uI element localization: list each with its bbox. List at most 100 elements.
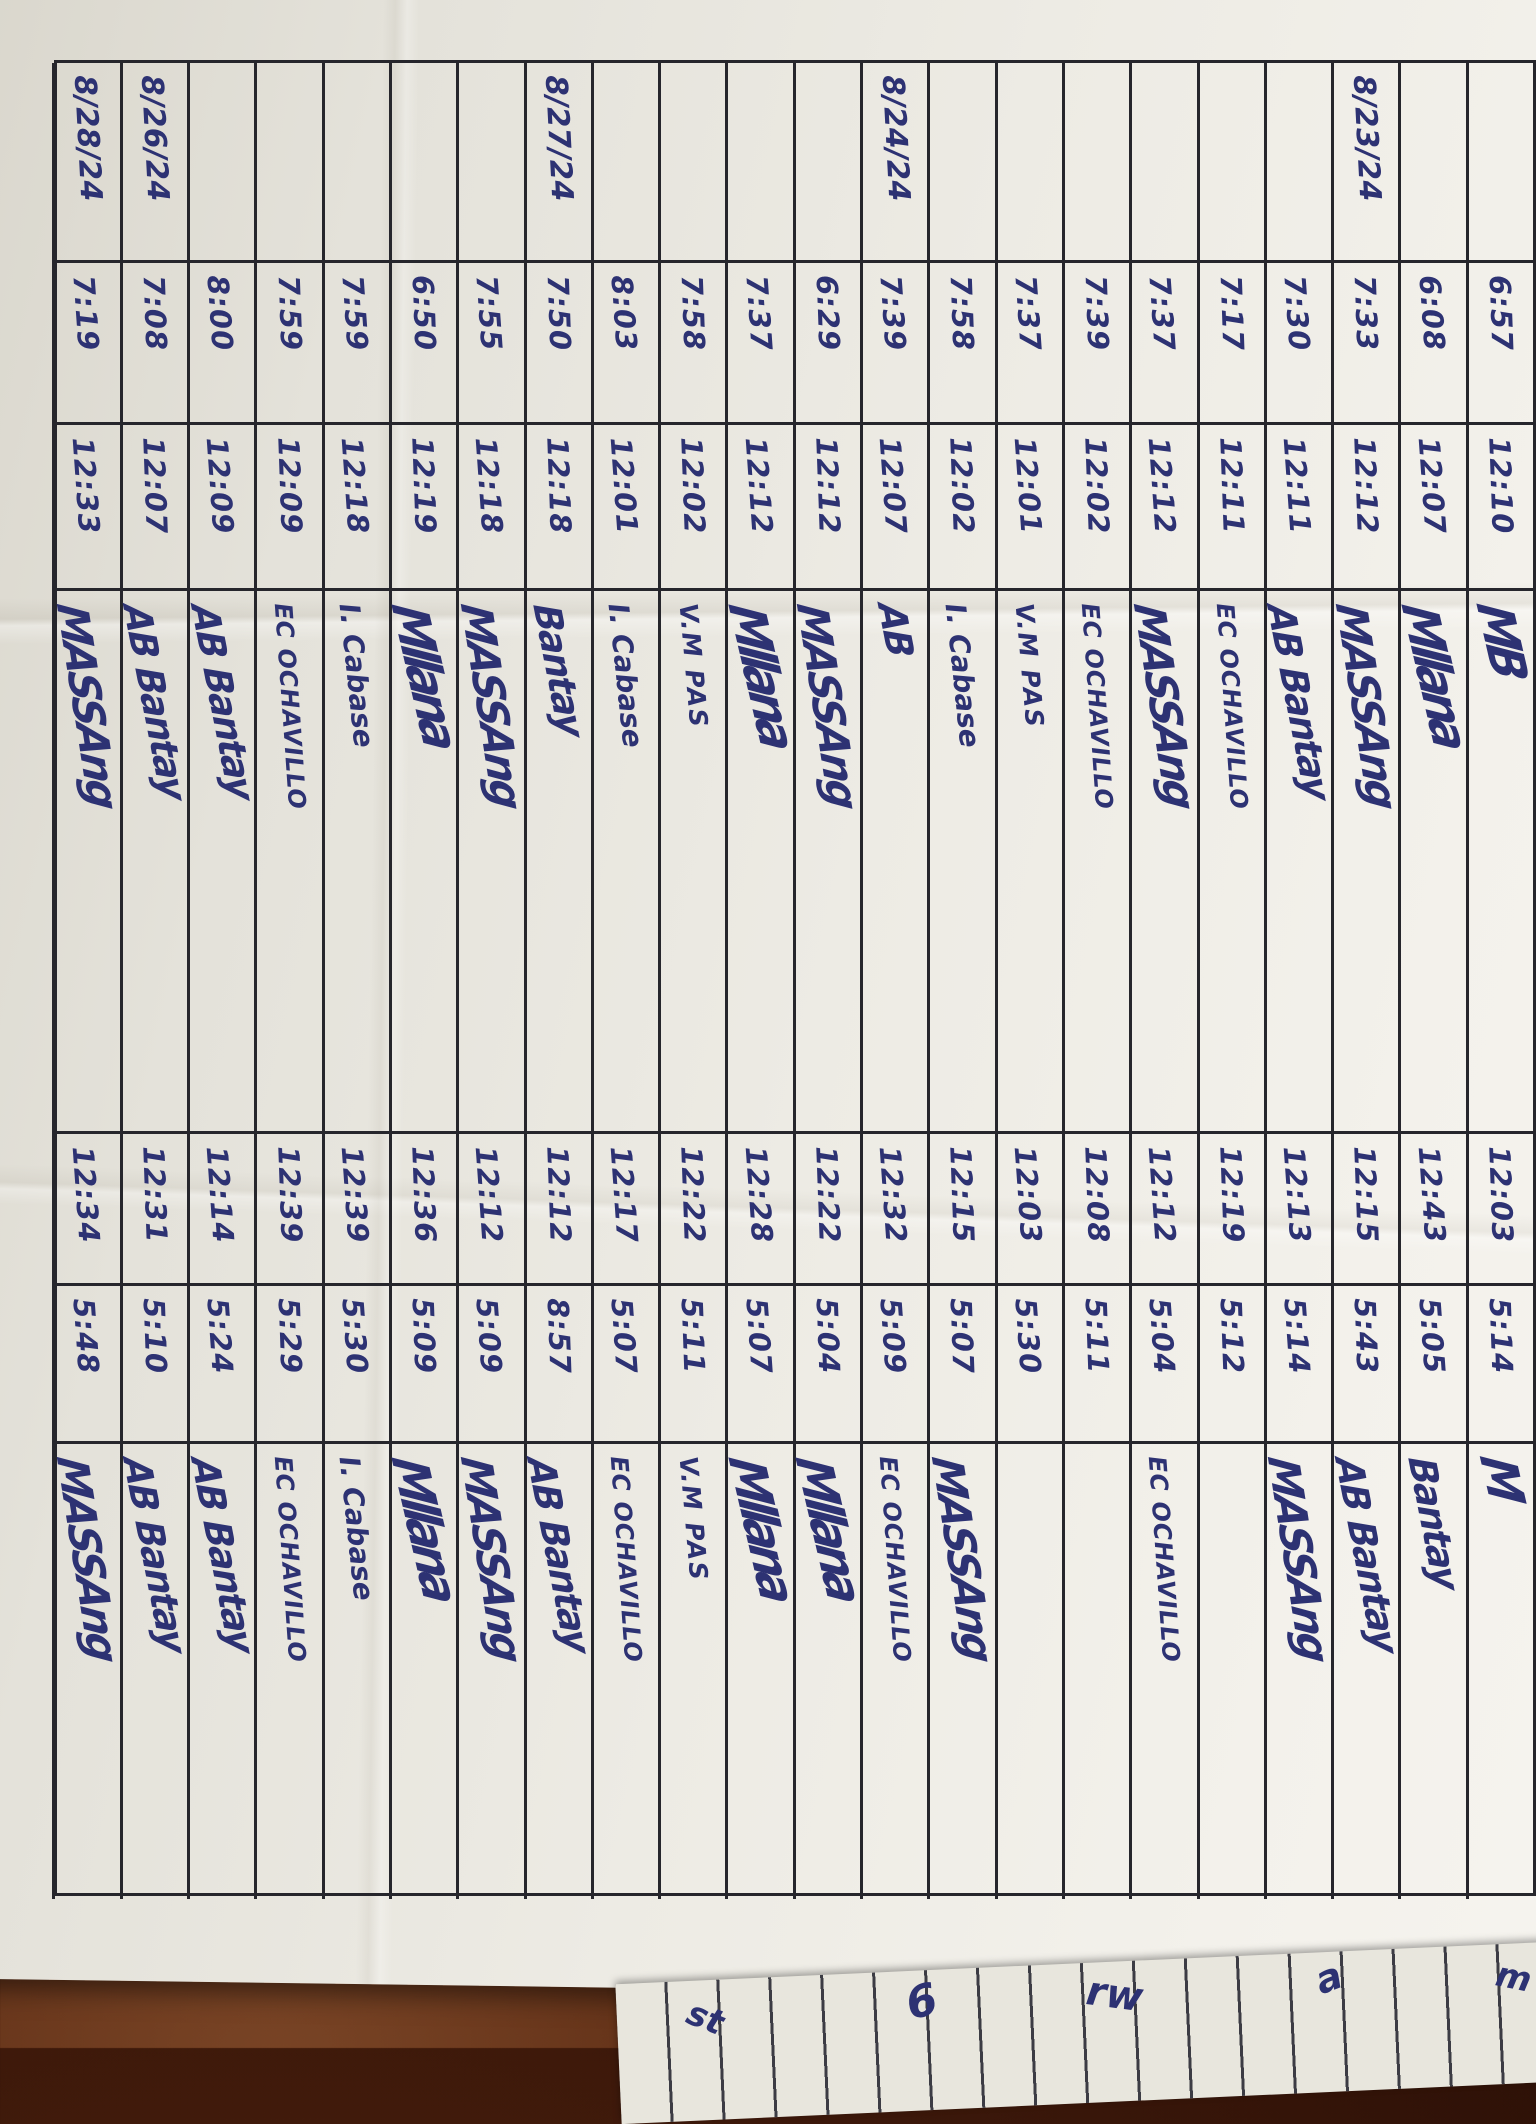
rotated-table-area: 6:57 12:10 MB 12:03 5:14 M 6:08 12:07 Mllana 12:4… [46, 60, 1536, 1900]
time-text: 12:02 [943, 436, 982, 535]
cell-am-time-in: 6:50 [388, 263, 457, 425]
cell-am-signature: EC OCHAVILLO [1196, 591, 1264, 1134]
signature-text: MB [1463, 601, 1536, 677]
time-text: 12:07 [136, 436, 174, 535]
signature-text: I. Cabase [938, 601, 987, 750]
cell-am-time-in: 7:19 [52, 263, 120, 425]
cell-am-signature: Mllana [1388, 591, 1479, 1134]
time-text: 7:33 [1347, 274, 1385, 352]
cell-am-signature: Bantay [523, 591, 593, 1134]
cell-pm-signature: EC OCHAVILLO [590, 1444, 659, 1899]
signature-text: V.M PAS [673, 1454, 714, 1583]
time-text: 12:12 [1347, 436, 1385, 535]
time-text: 12:32 [872, 1145, 914, 1245]
signature-text: M [1466, 1453, 1535, 1500]
cell-pm-signature: Mllana [782, 1444, 873, 1899]
scribble: st [680, 1992, 730, 2044]
cell-pm-time-out: 5:48 [52, 1286, 120, 1444]
time-text: 7:37 [1142, 274, 1182, 353]
cell-am-time-out: 12:12 [725, 425, 793, 591]
signature-text: I. Cabase [602, 601, 650, 750]
cell-pm-time-out: 5:09 [456, 1286, 524, 1444]
time-text: 12:15 [1347, 1145, 1385, 1244]
cell-am-time-out: 12:07 [119, 425, 188, 591]
time-text: 12:17 [603, 1145, 645, 1245]
cell-date [1129, 63, 1197, 263]
time-text: 12:36 [405, 1145, 443, 1244]
cell-am-time-in: 7:37 [1129, 263, 1197, 425]
time-text: 5:05 [1411, 1297, 1452, 1376]
signature-text: AB Bantay [181, 1457, 263, 1652]
cell-pm-time-out: 5:12 [1196, 1286, 1264, 1444]
cell-pm-signature: EC OCHAVILLO [254, 1444, 322, 1899]
signature-text: I. Cabase [332, 601, 381, 750]
cell-date: 8/26/24 [119, 63, 188, 263]
time-text: 5:43 [1347, 1297, 1385, 1375]
signature-text: AB Bantay [181, 604, 263, 799]
cell-am-time-in: 8:03 [590, 263, 659, 425]
signature-text: EC OCHAVILLO [1143, 1455, 1186, 1664]
cell-am-signature: Mllana [379, 591, 470, 1134]
cell-am-time-out: 12:33 [52, 425, 120, 591]
cell-date [388, 63, 457, 263]
cell-pm-time-out: 5:30 [994, 1286, 1062, 1444]
date-text: 8/26/24 [134, 74, 176, 203]
signature-text: MASSAng [46, 1455, 129, 1662]
signature-text: MASSAng [46, 602, 129, 809]
cell-date [792, 63, 861, 263]
cell-pm-time-in: 12:12 [456, 1134, 524, 1286]
time-text: 12:15 [943, 1145, 982, 1244]
time-text: 7:30 [1277, 274, 1317, 353]
time-text: 7:37 [1008, 274, 1048, 353]
date-text: 8/23/24 [1345, 74, 1388, 203]
cell-pm-signature [1196, 1444, 1264, 1899]
cell-am-time-in: 7:08 [119, 263, 188, 425]
cell-am-time-out: 12:10 [1465, 425, 1533, 591]
cell-am-time-out: 12:11 [1263, 425, 1332, 591]
cell-pm-time-in: 12:03 [994, 1134, 1062, 1286]
cell-pm-signature: AB Bantay [518, 1444, 599, 1899]
signature-text: MASSAng [921, 1455, 1004, 1662]
cell-pm-time-out: 5:11 [658, 1286, 726, 1444]
cell-pm-time-in: 12:36 [388, 1134, 457, 1286]
cell-am-signature: MASSAng [46, 591, 129, 1134]
time-text: 6:50 [405, 274, 443, 352]
cell-date [1263, 63, 1332, 263]
cell-am-signature: Mllana [715, 591, 806, 1134]
time-text: 5:07 [944, 1297, 981, 1375]
time-text: 7:55 [469, 274, 510, 353]
cell-pm-time-in: 12:22 [658, 1134, 726, 1286]
cell-am-time-in: 6:57 [1465, 263, 1533, 425]
cell-pm-time-in: 12:39 [254, 1134, 322, 1286]
cell-pm-signature: EC OCHAVILLO [860, 1444, 928, 1899]
signature-text: V.M PAS [1009, 601, 1050, 730]
time-text: 7:39 [873, 274, 913, 353]
cell-pm-time-in: 12:31 [119, 1134, 188, 1286]
cell-pm-signature: M [1465, 1444, 1535, 1899]
time-text: 5:09 [405, 1297, 443, 1375]
cell-date: 8/28/24 [52, 63, 120, 263]
cell-pm-time-in: 12:22 [792, 1134, 861, 1286]
scribble: m [1492, 1954, 1535, 2001]
time-text: 12:02 [674, 436, 712, 535]
date-text: 8/28/24 [66, 74, 109, 203]
time-text: 5:07 [738, 1297, 779, 1376]
cell-pm-signature: EC OCHAVILLO [1129, 1444, 1197, 1899]
cell-date [590, 63, 659, 263]
cell-date: 8/23/24 [1331, 63, 1399, 263]
cell-am-signature: MB [1463, 591, 1536, 1134]
cell-am-time-out: 12:18 [523, 425, 591, 591]
signature-text: AB Bantay [518, 1457, 600, 1652]
time-text: 5:14 [1277, 1297, 1317, 1376]
cell-am-time-out: 12:02 [927, 425, 995, 591]
signature-text: Mllana [715, 1455, 807, 1601]
time-text: 5:29 [271, 1297, 308, 1375]
time-text: 12:39 [270, 1145, 309, 1244]
cell-pm-signature: Mllana [715, 1444, 806, 1899]
cell-am-signature: AB Bantay [182, 591, 263, 1134]
time-text: 7:59 [335, 274, 375, 353]
cell-am-time-out: 12:07 [1398, 425, 1466, 591]
time-text: 12:13 [1276, 1145, 1318, 1245]
time-text: 12:12 [1142, 1145, 1183, 1245]
time-text: 7:39 [1078, 274, 1116, 352]
